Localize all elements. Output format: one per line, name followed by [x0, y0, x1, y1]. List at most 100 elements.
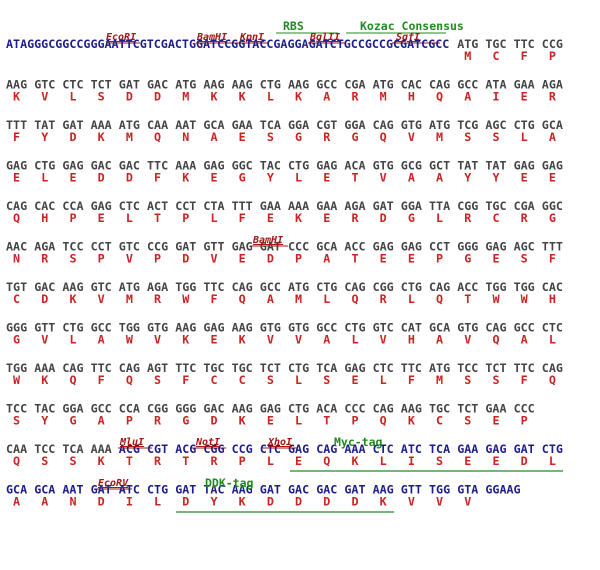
codon: GTG [457, 321, 478, 335]
amino-acid: Q [380, 414, 387, 428]
amino-acid: E [210, 333, 217, 347]
amino-acid: E [380, 252, 387, 266]
amino-acid: G [13, 333, 20, 347]
amino-acid: F [521, 49, 528, 63]
codon: GAT [62, 118, 83, 132]
amino-acid: Q [154, 130, 161, 144]
amino-acid: V [436, 495, 443, 509]
restriction-site-label: EcoRV [98, 478, 129, 489]
codon: CTA [203, 199, 224, 213]
codon: GAG [203, 159, 224, 173]
amino-acid: E [295, 454, 302, 468]
amino-acid: S [154, 373, 161, 387]
codon: GAA [316, 199, 337, 213]
codon: ATG [457, 37, 478, 51]
codon: ACG [175, 442, 196, 456]
codon: GCC [457, 78, 478, 92]
restriction-site-label: EcoRI [106, 32, 136, 43]
codon: GCA [34, 483, 55, 497]
restriction-site-label: BamHI [196, 32, 227, 43]
amino-acid: E [239, 130, 246, 144]
codon: AAA [288, 199, 309, 213]
codon: TCA [260, 118, 281, 132]
amino-acid: G [295, 130, 302, 144]
codon: TCG [457, 118, 478, 132]
codon: GCA [6, 483, 27, 497]
codon: CGG [203, 442, 224, 456]
amino-acid: Q [436, 292, 443, 306]
amino-acid: Y [41, 130, 48, 144]
amino-acid: C [492, 49, 499, 63]
amino-acid: F [521, 373, 528, 387]
codon: CAC [401, 78, 422, 92]
amino-acid: E [521, 90, 528, 104]
amino-acid: M [295, 292, 302, 306]
amino-acid: L [408, 292, 415, 306]
amino-acid: D [126, 90, 133, 104]
amino-acid: H [41, 211, 48, 225]
codon: AAG [62, 280, 83, 294]
codon: ACT [147, 199, 168, 213]
codon: TCC [62, 240, 83, 254]
amino-acid: D [323, 495, 330, 509]
amino-acid: S [69, 454, 76, 468]
amino-acid: W [13, 373, 21, 387]
amino-acid: E [492, 454, 499, 468]
codon: GAC [147, 78, 168, 92]
restriction-site-label: XhoI [267, 437, 292, 448]
codon: ACA [344, 159, 365, 173]
amino-acid: L [126, 211, 133, 225]
codon: CTC [62, 78, 83, 92]
amino-acid: D [98, 495, 105, 509]
codon: GTC [373, 321, 394, 335]
codon: GAG [6, 159, 27, 173]
amino-acid: D [41, 292, 48, 306]
codon: CTG [542, 442, 563, 456]
amino-acid: E [323, 171, 330, 185]
codon: AAT [62, 483, 83, 497]
codon: TCT [91, 78, 112, 92]
codon: ATC [119, 483, 140, 497]
codon: GTG [147, 321, 168, 335]
codon: CAG [316, 442, 337, 456]
amino-acid: I [126, 495, 133, 509]
codon: AAG [288, 78, 309, 92]
codon: GCC [91, 321, 112, 335]
amino-acid: V [380, 333, 387, 347]
amino-acid: L [521, 130, 528, 144]
amino-acid: W [126, 333, 134, 347]
amino-acid: V [126, 252, 133, 266]
codon: TCC [457, 361, 478, 375]
amino-acid: P [549, 49, 556, 63]
amino-acid: F [13, 130, 20, 144]
codon: AAG [175, 321, 196, 335]
codon: TCT [485, 361, 506, 375]
codon: AAG [401, 402, 422, 416]
codon: TTC [401, 361, 422, 375]
codon: TGC [485, 199, 506, 213]
amino-acid: P [436, 252, 443, 266]
codon: GTG [260, 321, 281, 335]
amino-acid: S [13, 414, 20, 428]
amino-acid: S [69, 252, 76, 266]
codon: GTC [119, 240, 140, 254]
amino-acid: P [182, 211, 189, 225]
codon: AAA [91, 442, 112, 456]
amino-acid: E [267, 414, 274, 428]
codon: GAG [514, 159, 535, 173]
amino-acid: M [126, 130, 133, 144]
amino-acid: K [239, 414, 246, 428]
feature-label: RBS [283, 19, 304, 33]
codon: GAT [91, 483, 112, 497]
codon: CTC [119, 199, 140, 213]
restriction-site-label: KpnI [239, 32, 264, 43]
codon: GGG [457, 240, 478, 254]
amino-acid: V [408, 495, 415, 509]
codon: CAG [344, 280, 365, 294]
codon: GAG [203, 321, 224, 335]
codon: CAA [6, 442, 27, 456]
amino-acid: L [41, 171, 48, 185]
amino-acid: S [492, 130, 499, 144]
